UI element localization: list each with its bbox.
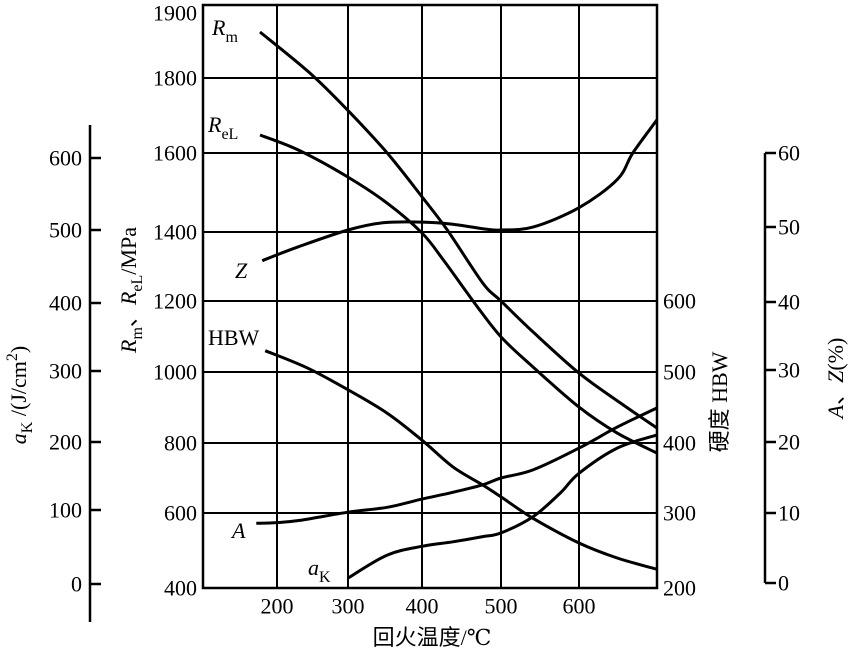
hardness-tick-label: 300 bbox=[663, 501, 696, 526]
ductility-tick-label: 0 bbox=[778, 571, 789, 596]
curve-label-rm: Rm bbox=[211, 15, 238, 46]
impact-tick-label: 200 bbox=[49, 430, 82, 455]
strength-tick-label: 800 bbox=[164, 431, 197, 456]
strength-tick-label: 1400 bbox=[153, 220, 197, 245]
curve-label-main: a bbox=[308, 555, 319, 580]
impact-tick-label: 600 bbox=[49, 146, 82, 171]
curve-hbw bbox=[264, 349, 658, 571]
ductility-tick-label: 60 bbox=[778, 141, 800, 166]
strength-tick-label: 1000 bbox=[153, 360, 197, 385]
axis-title-part: (%) bbox=[823, 338, 848, 371]
curve-rel bbox=[259, 133, 658, 455]
axis-title-part: A bbox=[823, 404, 848, 420]
curve-label-main: Z bbox=[235, 258, 248, 283]
curve-label-main: R bbox=[207, 112, 222, 137]
curve-a bbox=[256, 406, 658, 525]
ductility-axis-title: A、Z(%) bbox=[823, 338, 848, 421]
ductility-tick-label: 20 bbox=[778, 430, 800, 455]
strength-axis-title: Rm、ReL/MPa bbox=[116, 227, 146, 354]
strength-tick-label: 400 bbox=[164, 576, 197, 601]
axis-title-part: /(J/cm bbox=[6, 361, 31, 422]
axis-title-part: ) bbox=[6, 346, 31, 353]
curve-label-rel: ReL bbox=[207, 112, 238, 143]
x-tick-label: 300 bbox=[332, 594, 365, 619]
hardness-tick-label: 200 bbox=[663, 576, 696, 601]
strength-tick-label: 1900 bbox=[153, 1, 197, 26]
axis-title-part: eL bbox=[129, 275, 146, 292]
ductility-tick-label: 30 bbox=[778, 358, 800, 383]
curve-label-a: A bbox=[230, 518, 246, 543]
axis-title-part: a bbox=[6, 433, 31, 444]
axis-title-part: 、 bbox=[823, 383, 848, 405]
axis-title-part: R bbox=[116, 339, 141, 354]
curve-label-sub: m bbox=[225, 29, 238, 46]
x-tick-label: 600 bbox=[563, 594, 596, 619]
plot-frame bbox=[201, 3, 659, 590]
hardness-tick-label: 600 bbox=[663, 289, 696, 314]
hardness-axis-title: 硬度 HBW bbox=[707, 351, 732, 452]
curve-ak bbox=[347, 433, 658, 580]
impact-axis-title: aK /(J/cm2) bbox=[4, 346, 36, 444]
curve-label-z: Z bbox=[235, 258, 248, 283]
grid bbox=[88, 3, 767, 622]
strength-tick-label: 600 bbox=[164, 501, 197, 526]
curve-label-sub: eL bbox=[221, 126, 238, 143]
curve-label-sub: K bbox=[319, 569, 331, 586]
axis-title-part: 2 bbox=[4, 353, 21, 361]
curve-rm bbox=[259, 30, 658, 430]
ductility-tick-label: 10 bbox=[778, 501, 800, 526]
impact-tick-label: 300 bbox=[49, 359, 82, 384]
axis-title-part: m bbox=[129, 327, 146, 340]
x-tick-label: 200 bbox=[261, 594, 294, 619]
axis-title-part: R bbox=[116, 291, 141, 306]
impact-tick-label: 100 bbox=[49, 498, 82, 523]
impact-tick-label: 0 bbox=[71, 572, 82, 597]
strength-tick-label: 1600 bbox=[153, 141, 197, 166]
curve-z bbox=[261, 118, 659, 263]
strength-tick-label: 1200 bbox=[153, 289, 197, 314]
axis-title-part: Z bbox=[823, 370, 848, 383]
curves bbox=[256, 30, 659, 580]
curve-label-main: HBW bbox=[208, 325, 260, 350]
axis-title-part: 、 bbox=[116, 305, 141, 327]
curve-label-ak: aK bbox=[308, 555, 331, 586]
impact-tick-label: 500 bbox=[49, 218, 82, 243]
ductility-tick-label: 50 bbox=[778, 215, 800, 240]
curve-label-main: R bbox=[211, 15, 226, 40]
tick-labels: 1900180016001400120010008006004006005004… bbox=[49, 1, 800, 619]
impact-tick-label: 400 bbox=[49, 291, 82, 316]
x-tick-label: 500 bbox=[485, 594, 518, 619]
x-axis-title: 回火温度/℃ bbox=[373, 625, 492, 650]
curve-label-main: A bbox=[230, 518, 246, 543]
strength-tick-label: 1800 bbox=[153, 66, 197, 91]
axis-title-part: K bbox=[19, 421, 36, 433]
axis-title-part: /MPa bbox=[116, 227, 141, 275]
ductility-tick-label: 40 bbox=[778, 290, 800, 315]
hardness-tick-label: 500 bbox=[663, 360, 696, 385]
hardness-tick-label: 400 bbox=[663, 431, 696, 456]
x-tick-label: 400 bbox=[406, 594, 439, 619]
curve-label-hbw: HBW bbox=[208, 325, 260, 350]
